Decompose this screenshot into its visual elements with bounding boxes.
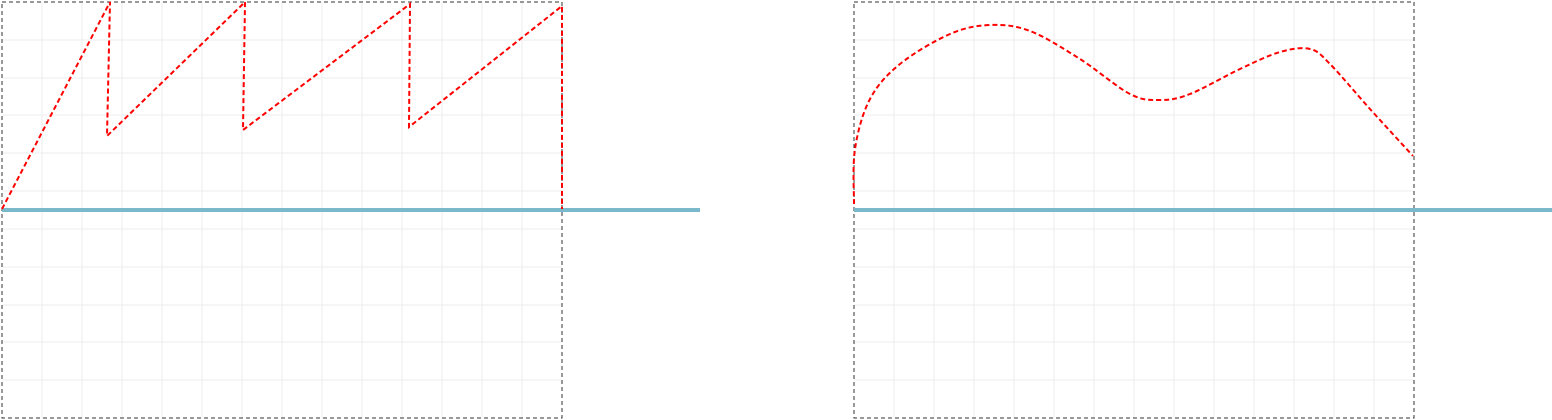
curve [852,23,1414,205]
